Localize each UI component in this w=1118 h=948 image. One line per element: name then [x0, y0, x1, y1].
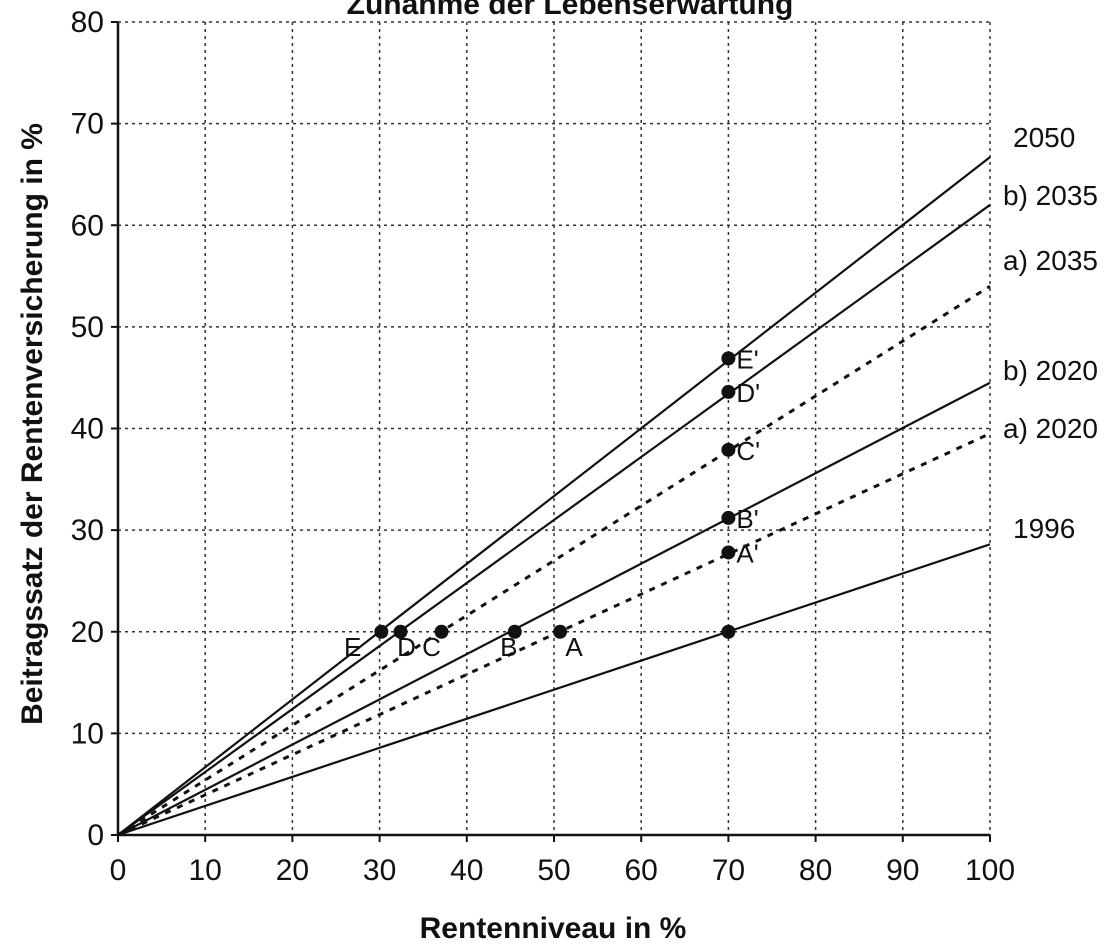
point-label: D: [397, 632, 416, 662]
data-point: [507, 624, 522, 639]
point-label: A': [736, 538, 758, 568]
series-line: [117, 204, 991, 836]
y-tick-label: 70: [71, 108, 104, 141]
data-point: [721, 442, 736, 457]
x-tick-label: 10: [189, 854, 222, 887]
x-tick-label: 50: [537, 854, 570, 887]
y-tick-label: 10: [71, 717, 104, 750]
point-label: E': [736, 344, 758, 374]
x-tick-label: 80: [799, 854, 832, 887]
x-tick-label: 100: [965, 854, 1015, 887]
data-point: [721, 351, 736, 366]
y-tick-label: 0: [87, 819, 104, 852]
x-tick-label: 90: [886, 854, 919, 887]
series-label: 2050: [1013, 122, 1075, 153]
point-label: D': [736, 378, 760, 408]
point-label: B: [500, 632, 517, 662]
x-tick-label: 30: [363, 854, 396, 887]
data-point: [374, 624, 389, 639]
series-line: [117, 156, 991, 836]
series-label: 1996: [1013, 513, 1075, 544]
y-tick-label: 50: [71, 311, 104, 344]
series-line: [117, 543, 991, 837]
data-points: E D C B A A' B' C' D' E': [344, 344, 760, 661]
y-axis-label: Beitragssatz der Rentenversicherung in %: [16, 123, 49, 725]
x-tick-label: 60: [625, 854, 658, 887]
tick-labels: 0 10 20 30 40 50 60 70 80 90 100 0 10 20 30 40 50 60 70 80: [71, 6, 1015, 887]
series-line: [117, 432, 991, 837]
y-tick-label: 60: [71, 209, 104, 242]
series-labels: 2050 b) 2035 a) 2035 b) 2020 a) 2020 1996: [1003, 122, 1098, 544]
point-label: E: [344, 632, 361, 662]
data-point: [721, 545, 736, 560]
series-line: [117, 284, 991, 837]
y-tick-label: 40: [71, 413, 104, 446]
series-line: [117, 381, 991, 836]
series-label: a) 2020: [1003, 413, 1098, 444]
x-axis-label: Rentenniveau in %: [420, 912, 687, 945]
data-point: [553, 624, 568, 639]
x-tick-label: 0: [110, 854, 127, 887]
y-tick-label: 80: [71, 6, 104, 39]
data-point: [434, 624, 449, 639]
data-point: [721, 510, 736, 525]
data-point: [393, 624, 408, 639]
point-label: C': [736, 436, 760, 466]
series-label: b) 2035: [1003, 180, 1098, 211]
data-point: [721, 624, 736, 639]
series-label: a) 2035: [1003, 245, 1098, 276]
series-lines: [117, 156, 991, 837]
x-tick-label: 70: [712, 854, 745, 887]
point-label: B': [736, 504, 758, 534]
data-point: [721, 384, 736, 399]
x-tick-label: 40: [450, 854, 483, 887]
point-label: A: [565, 632, 583, 662]
point-label: C: [422, 632, 441, 662]
x-tick-label: 20: [276, 854, 309, 887]
grid: [118, 21, 991, 835]
y-tick-label: 20: [71, 616, 104, 649]
y-tick-label: 30: [71, 514, 104, 547]
series-label: b) 2020: [1003, 355, 1098, 386]
chart-title: Zunahme der Lebenserwartung: [347, 0, 794, 21]
